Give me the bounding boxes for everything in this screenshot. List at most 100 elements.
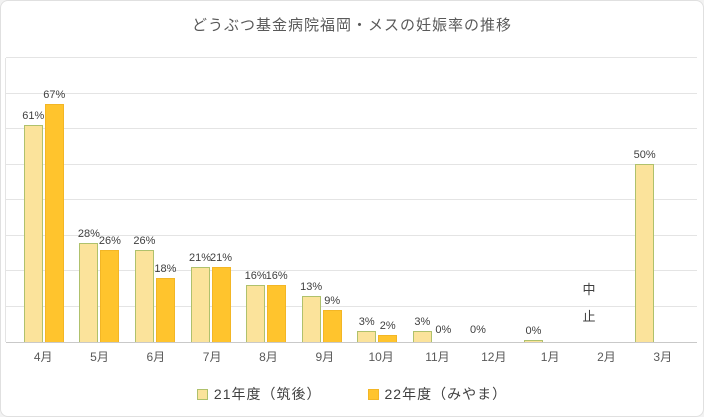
data-label: 26% <box>98 235 121 247</box>
category-cell-1月: 0% <box>516 58 572 342</box>
x-axis-label: 2月 <box>597 350 616 364</box>
series-slot: 13% <box>300 58 323 342</box>
series-slot: 3% <box>357 58 377 342</box>
series-slot: 0% <box>468 58 487 342</box>
series-slot: 0% <box>523 58 543 342</box>
bar-21年度（筑後）-6月 <box>134 250 154 342</box>
bars-region: 61% 67% 28% 26% 26% 18% 21% 21% 16% 16% 13% 9% 3% 2% 3… <box>16 58 683 342</box>
legend-swatch-fy22 <box>367 388 379 400</box>
category-cell-7月: 21% 21% <box>183 58 239 342</box>
data-label: 0% <box>435 324 452 336</box>
data-label: 26% <box>133 235 156 247</box>
gridline <box>6 234 697 236</box>
x-axis-label: 4月 <box>33 350 53 364</box>
x-axis-label: 8月 <box>259 350 278 364</box>
gridline <box>6 270 697 271</box>
x-axis-label: 5月 <box>90 350 109 364</box>
data-label: 18% <box>154 263 177 275</box>
category-cell-4月: 61% 67% <box>16 58 72 342</box>
x-axis-line <box>6 342 697 343</box>
series-slot: 21% <box>189 58 212 342</box>
category-cell-9月: 13% 9% <box>294 58 350 342</box>
bar-21年度（筑後）-5月 <box>79 243 99 342</box>
data-label: 13% <box>300 281 323 293</box>
bar-22年度（みやま）-6月 <box>155 278 175 342</box>
x-axis-label: 12月 <box>481 350 507 364</box>
data-label: 3% <box>358 316 375 328</box>
series-slot: 67% <box>43 58 66 342</box>
plot-area: 61% 67% 28% 26% 26% 18% 21% 21% 16% 16% 13% 9% 3% 2% 3… <box>5 57 697 343</box>
series-slot: 26% <box>133 58 156 342</box>
category-cell-2月: 中止 <box>572 58 628 342</box>
legend: 21年度（筑後） 22年度（みやま） <box>1 384 703 404</box>
bar-21年度（筑後）-4月 <box>23 125 43 342</box>
bar-21年度（筑後）-7月 <box>190 267 210 342</box>
gridline <box>6 57 697 58</box>
legend-item-fy22: 22年度（みやま） <box>367 384 508 404</box>
data-label: 67% <box>43 89 66 101</box>
gridline <box>6 163 697 165</box>
bar-21年度（筑後）-9月 <box>301 296 321 342</box>
bar-21年度（筑後）-10月 <box>357 331 377 342</box>
series-slot: 28% <box>77 58 100 342</box>
bar-22年度（みやま）-5月 <box>100 250 120 342</box>
x-axis-label: 11月 <box>425 350 450 364</box>
gridline <box>6 92 697 94</box>
series-slot: 61% <box>22 58 45 342</box>
series-slot: 26% <box>98 58 121 342</box>
series-slot: 18% <box>154 58 177 342</box>
bar-21年度（筑後）-3月 <box>635 164 655 342</box>
bar-22年度（みやま）-8月 <box>267 285 287 342</box>
bar-22年度（みやま）-10月 <box>378 335 398 342</box>
data-label: 中止 <box>582 282 596 324</box>
bar-21年度（筑後）-1月 <box>523 340 543 342</box>
x-axis-label: 7月 <box>202 350 222 364</box>
category-cell-12月: 0% <box>461 58 517 342</box>
data-label: 2% <box>379 320 396 332</box>
series-slot <box>489 58 508 342</box>
x-axis-label: 6月 <box>146 350 166 364</box>
series-slot: 16% <box>244 58 267 342</box>
category-cell-3月: 50% <box>627 58 683 342</box>
data-label: 9% <box>324 295 341 307</box>
series-slot <box>545 58 564 342</box>
legend-label-fy22: 22年度（みやま） <box>384 386 508 402</box>
x-axis-label: 10月 <box>368 350 394 364</box>
data-label: 16% <box>244 270 267 282</box>
gridline <box>6 305 697 307</box>
series-slot: 9% <box>322 58 342 342</box>
data-label: 21% <box>210 252 233 264</box>
series-slot <box>601 58 620 342</box>
chart-title: どうぶつ基金病院福岡・メスの妊娠率の推移 <box>191 17 512 34</box>
x-axis-label: 9月 <box>315 350 335 364</box>
gridline <box>6 128 697 129</box>
data-label: 0% <box>469 324 486 336</box>
series-slot: 0% <box>434 58 453 342</box>
series-slot: 3% <box>412 58 432 342</box>
series-slot: 2% <box>378 58 398 342</box>
category-cell-8月: 16% 16% <box>238 58 294 342</box>
data-label: 16% <box>265 270 288 282</box>
data-label: 3% <box>414 316 431 328</box>
series-slot: 中止 <box>580 58 599 342</box>
data-label: 28% <box>77 228 100 240</box>
bar-22年度（みやま）-9月 <box>322 310 342 342</box>
series-slot: 50% <box>633 58 656 342</box>
series-slot: 16% <box>265 58 288 342</box>
series-slot <box>656 58 675 342</box>
legend-item-fy21: 21年度（筑後） <box>196 384 322 404</box>
category-cell-5月: 28% 26% <box>72 58 128 342</box>
legend-swatch-fy21 <box>196 388 208 400</box>
series-slot: 21% <box>210 58 233 342</box>
data-label: 61% <box>22 110 45 122</box>
x-axis-label: 1月 <box>540 350 560 364</box>
data-label: 50% <box>633 149 656 161</box>
category-cell-10月: 3% 2% <box>349 58 405 342</box>
gridline <box>6 199 697 200</box>
data-label: 21% <box>189 252 212 264</box>
x-axis: 4月 5月 6月 7月 8月 9月 10月 11月 12月 1月 2月 3月 <box>15 348 691 365</box>
x-axis-label: 3月 <box>653 350 673 364</box>
bar-22年度（みやま）-4月 <box>44 104 64 342</box>
legend-label-fy21: 21年度（筑後） <box>213 386 322 402</box>
